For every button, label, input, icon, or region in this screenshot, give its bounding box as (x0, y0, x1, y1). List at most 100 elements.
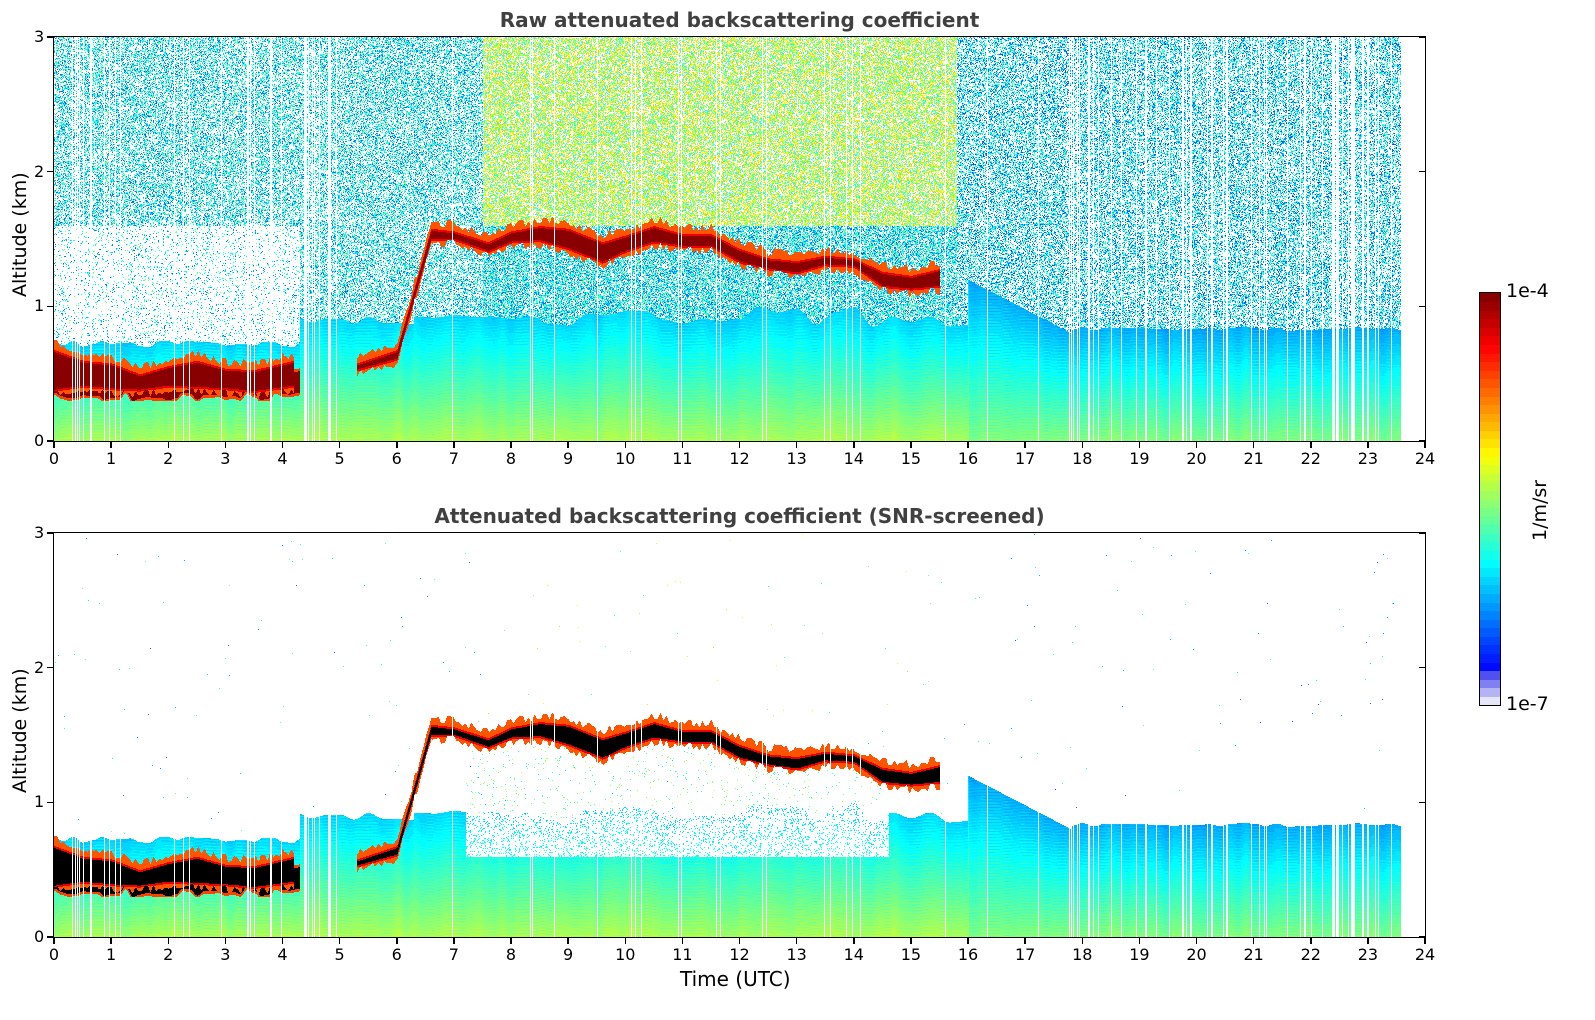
x-tick (1310, 938, 1312, 944)
x-tick-label: 6 (391, 945, 402, 964)
x-tick-label: 20 (1186, 945, 1207, 964)
x-tick-label: 2 (163, 945, 174, 964)
x-tick-label: 9 (563, 945, 574, 964)
y-tick-right (1419, 666, 1425, 669)
x-tick-label: 17 (1014, 945, 1036, 964)
y-tick-label: 2 (34, 657, 45, 677)
x-tick (1138, 938, 1141, 944)
x-tick-label: 13 (786, 449, 807, 468)
x-tick-label: 12 (729, 449, 750, 468)
y-tick (47, 666, 53, 669)
x-tick-label: 9 (563, 449, 574, 468)
x-tick-label: 8 (505, 449, 517, 468)
y-tick-label: 1 (34, 792, 45, 812)
x-tick (281, 938, 284, 944)
colorbar-frame (1479, 292, 1501, 706)
x-tick-label: 11 (672, 945, 693, 964)
x-tick (1252, 938, 1255, 944)
x-tick-label: 3 (220, 945, 231, 964)
top-plot-frame (53, 36, 1426, 442)
x-tick (1081, 442, 1083, 448)
x-tick (53, 938, 55, 944)
x-tick-label: 5 (334, 945, 345, 964)
x-tick-label: 15 (900, 945, 922, 964)
x-tick-label: 22 (1300, 449, 1321, 468)
x-tick (1252, 442, 1255, 448)
x-tick (853, 442, 855, 448)
x-tick (1367, 938, 1369, 944)
x-tick (110, 442, 112, 448)
x-tick (624, 442, 626, 448)
colorbar-min-label: 1e-7 (1506, 693, 1549, 715)
y-tick (47, 532, 53, 534)
x-tick-label: 18 (1072, 945, 1093, 964)
y-tick-right (1419, 532, 1425, 534)
x-tick (795, 938, 798, 944)
x-tick-label: 19 (1129, 945, 1150, 964)
x-tick-label: 1 (106, 945, 117, 964)
x-tick (910, 938, 912, 944)
x-tick-label: 17 (1014, 449, 1036, 468)
x-tick-label: 16 (957, 449, 979, 468)
y-tick-right (1419, 36, 1425, 38)
x-tick-label: 5 (334, 449, 345, 468)
top-plot-ylabel: Altitude (km) (9, 172, 31, 297)
x-tick (738, 938, 741, 944)
x-tick-label: 4 (277, 945, 288, 964)
x-tick-label: 1 (106, 449, 117, 468)
x-tick-label: 15 (900, 449, 922, 468)
y-tick (47, 305, 53, 308)
x-tick (681, 938, 684, 944)
x-tick (624, 938, 626, 944)
x-tick-label: 14 (843, 945, 864, 964)
x-tick (1367, 442, 1369, 448)
x-tick (396, 938, 398, 944)
x-tick (567, 442, 569, 448)
x-tick-label: 23 (1357, 945, 1379, 964)
y-tick-right (1419, 440, 1425, 442)
y-tick-label: 3 (34, 523, 45, 542)
y-tick (47, 36, 53, 38)
x-tick-label: 24 (1414, 945, 1436, 964)
x-tick (1424, 938, 1426, 944)
x-tick-label: 10 (615, 449, 636, 468)
x-tick-label: 22 (1300, 945, 1321, 964)
x-tick-label: 18 (1072, 449, 1093, 468)
x-tick (1138, 442, 1141, 448)
x-tick (281, 442, 284, 448)
x-tick-label: 4 (277, 449, 288, 468)
x-tick-label: 21 (1243, 449, 1264, 468)
x-tick (967, 442, 969, 448)
x-tick (1310, 442, 1312, 448)
x-tick (1024, 442, 1026, 448)
bottom-plot-frame (53, 532, 1426, 938)
x-tick (110, 938, 112, 944)
y-tick-right (1419, 936, 1425, 938)
y-tick (47, 936, 53, 938)
x-tick (167, 938, 169, 944)
x-tick (738, 442, 741, 448)
x-tick-label: 2 (163, 449, 174, 468)
x-tick-label: 14 (843, 449, 864, 468)
x-tick (453, 442, 455, 448)
x-tick-label: 21 (1243, 945, 1264, 964)
bottom-plot-title: Attenuated backscattering coefficient (S… (434, 504, 1045, 528)
x-tick-label: 6 (391, 449, 402, 468)
x-tick-label: 3 (220, 449, 231, 468)
x-tick-label: 12 (729, 945, 750, 964)
x-tick-label: 7 (448, 945, 459, 964)
x-tick (338, 938, 341, 944)
x-tick-label: 10 (615, 945, 636, 964)
x-tick (1081, 938, 1083, 944)
x-tick (396, 442, 398, 448)
x-tick (967, 938, 969, 944)
x-tick (1424, 442, 1426, 448)
colorbar-gradient (1480, 293, 1500, 705)
x-tick-label: 20 (1186, 449, 1207, 468)
x-tick (910, 442, 912, 448)
x-tick (510, 938, 512, 944)
x-tick-label: 8 (505, 945, 517, 964)
y-tick-right (1419, 305, 1425, 308)
x-tick-label: 13 (786, 945, 807, 964)
x-tick-label: 0 (48, 449, 60, 468)
